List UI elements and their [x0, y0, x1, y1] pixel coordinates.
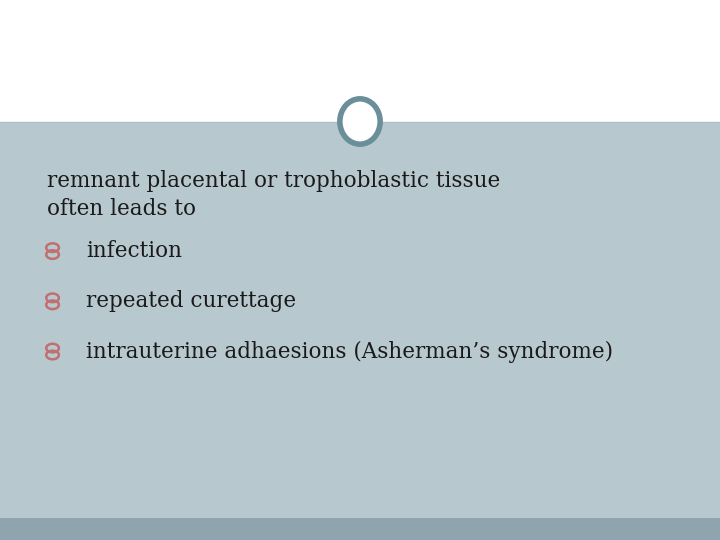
Ellipse shape	[340, 99, 380, 144]
Bar	[0, 0, 720, 122]
Bar	[0, 122, 720, 518]
Text: repeated curettage: repeated curettage	[86, 291, 297, 312]
Text: remnant placental or trophoblastic tissue
often leads to: remnant placental or trophoblastic tissu…	[47, 170, 500, 220]
Bar	[0, 518, 720, 540]
Text: intrauterine adhaesions (Asherman’s syndrome): intrauterine adhaesions (Asherman’s synd…	[86, 341, 613, 362]
Text: infection: infection	[86, 240, 182, 262]
